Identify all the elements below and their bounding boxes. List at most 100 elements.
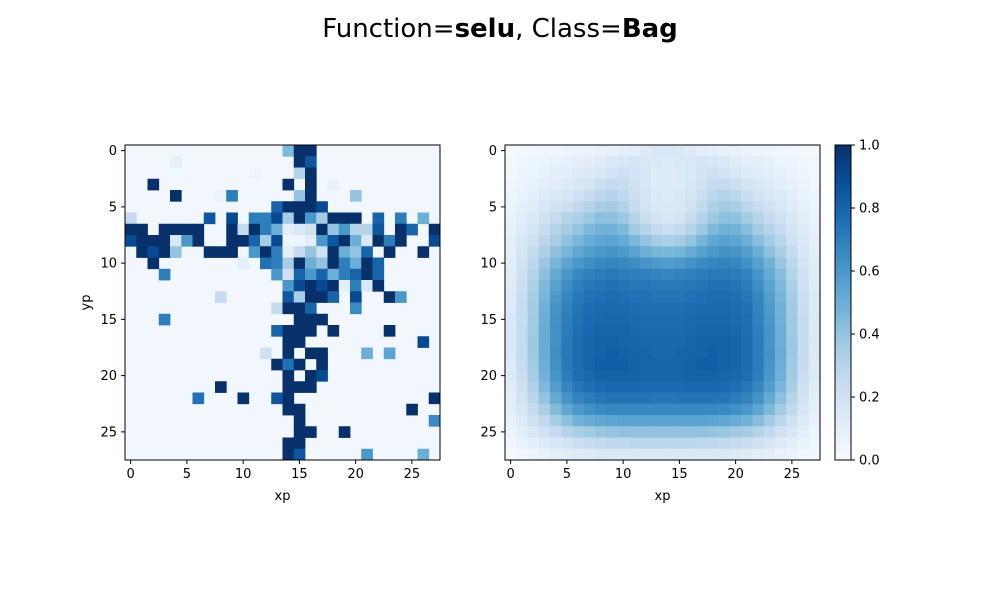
heatmap-cell [417,336,430,348]
heatmap-cell [516,235,528,247]
heatmap-cell [505,257,517,270]
heatmap-cell [718,178,731,191]
heatmap-cell [606,403,618,416]
heatmap-cell [763,246,776,258]
heatmap-cell [316,370,328,382]
heatmap-cell [561,156,573,168]
heatmap-cell [707,291,720,303]
left-y-ticks: 0 5 10 15 20 25 [100,144,125,440]
heatmap-cell [327,257,340,270]
heatmap-cell [651,448,663,461]
y-tick-label: 20 [480,369,497,384]
heatmap-cell [707,347,720,360]
heatmap-cell [640,201,652,213]
heatmap-cell [651,336,663,348]
heatmap-cell [640,223,652,236]
heatmap-cell [628,280,641,292]
heatmap-cell [797,201,810,213]
heatmap-cell [595,403,607,416]
heatmap-cell [786,448,798,461]
heatmap-cell [707,448,720,461]
heatmap-cell [651,392,663,405]
heatmap-cell [752,145,765,157]
heatmap-cell [707,212,720,225]
heatmap-cell [673,437,686,450]
heatmap-cell [550,280,562,292]
heatmap-cell [561,257,573,270]
heatmap-cell [696,358,708,371]
heatmap-cell [327,291,340,303]
heatmap-cell [808,156,821,168]
heatmap-cell [775,381,787,393]
heatmap-cell [226,190,238,202]
heatmap-cell [797,291,810,303]
heatmap-cell [606,392,618,405]
heatmap-cell [808,448,821,461]
heatmap-cell [505,212,517,225]
heatmap-cell [293,325,306,337]
heatmap-cell [136,246,148,258]
heatmap-cell [718,201,731,213]
heatmap-cell [741,381,753,393]
heatmap-cell [372,235,385,247]
heatmap-cell [561,178,573,191]
heatmap-cell [651,370,663,382]
heatmap-cell [583,178,596,191]
heatmap-cell [572,313,585,326]
heatmap-cell [527,448,540,461]
heatmap-cell [662,257,675,270]
heatmap-cell [662,291,675,303]
heatmap-cell [797,313,810,326]
heatmap-cell [628,167,641,180]
heatmap-cell [786,392,798,405]
heatmap-cell [237,392,250,405]
heatmap-cell [527,347,540,360]
heatmap-cell [505,302,517,315]
heatmap-cell [673,448,686,461]
heatmap-cell [685,302,697,315]
heatmap-cell [752,392,765,405]
heatmap-cell [707,156,720,168]
heatmap-cell [696,145,708,157]
heatmap-cell [786,167,798,180]
heatmap-cell [595,201,607,213]
heatmap-cell [361,347,373,360]
heatmap-cell [797,347,810,360]
heatmap-cell [248,246,261,258]
heatmap-cell [516,167,528,180]
heatmap-cell [662,156,675,168]
heatmap-cell [617,212,630,225]
heatmap-cell [808,280,821,292]
heatmap-cell [662,347,675,360]
title-mid: , Class= [515,14,622,44]
heatmap-cell [572,347,585,360]
heatmap-cell [516,280,528,292]
heatmap-cell [170,190,182,202]
heatmap-cell [797,280,810,292]
heatmap-cell [752,201,765,213]
heatmap-cell [271,257,283,270]
heatmap-cell [572,212,585,225]
heatmap-cell [673,212,686,225]
heatmap-cell [640,246,652,258]
heatmap-cell [741,212,753,225]
heatmap-cell [606,347,618,360]
heatmap-cell [282,291,295,303]
heatmap-cell [763,235,776,247]
heatmap-cell [707,246,720,258]
heatmap-cell [673,313,686,326]
heatmap-cell [696,437,708,450]
heatmap-cell [505,178,517,191]
heatmap-cell [550,156,562,168]
heatmap-cell [640,268,652,281]
heatmap-cell [696,381,708,393]
right-y-ticks: 0 5 10 15 20 25 [480,144,505,440]
heatmap-cell [192,392,205,405]
heatmap-cell [595,246,607,258]
heatmap-cell [662,403,675,416]
heatmap-cell [561,403,573,416]
heatmap-cell [271,201,283,213]
heatmap-cell [673,223,686,236]
heatmap-cell [763,167,776,180]
right-x-axis-label: xp [655,489,671,504]
